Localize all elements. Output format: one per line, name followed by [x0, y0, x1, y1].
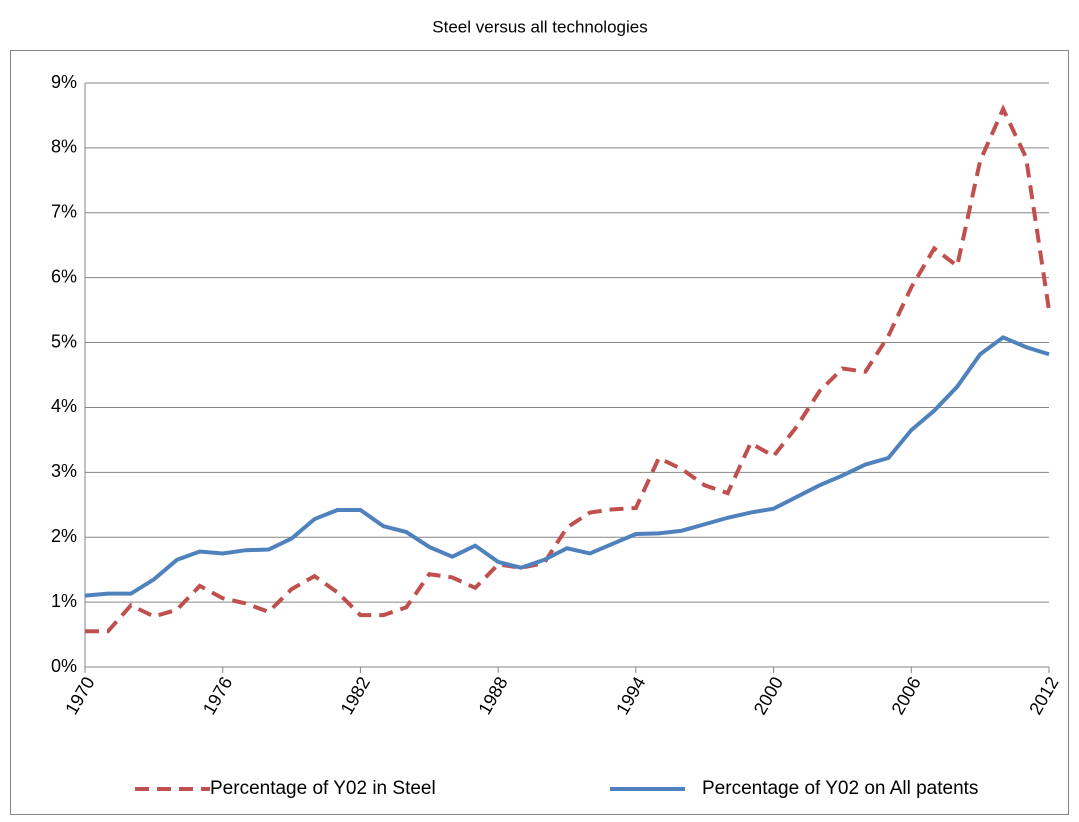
y-tick-label: 6% [51, 266, 77, 286]
chart-title: Steel versus all technologies [432, 17, 647, 36]
y-tick-label: 5% [51, 331, 77, 351]
y-tick-label: 7% [51, 202, 77, 222]
y-tick-label: 4% [51, 396, 77, 416]
data-line [85, 104, 1051, 634]
y-tick-label: 1% [51, 591, 77, 611]
y-tick-label: 3% [51, 461, 77, 481]
y-tick-label: 9% [51, 72, 77, 92]
y-tick-label: 0% [51, 656, 77, 676]
data-line [84, 335, 1050, 598]
y-tick-label: 2% [51, 526, 77, 546]
chart-border [10, 50, 1069, 815]
legend-label: Percentage of Y02 in Steel [210, 778, 436, 799]
y-tick-label: 8% [51, 137, 77, 157]
legend-label: Percentage of Y02 on All patents [702, 778, 978, 799]
